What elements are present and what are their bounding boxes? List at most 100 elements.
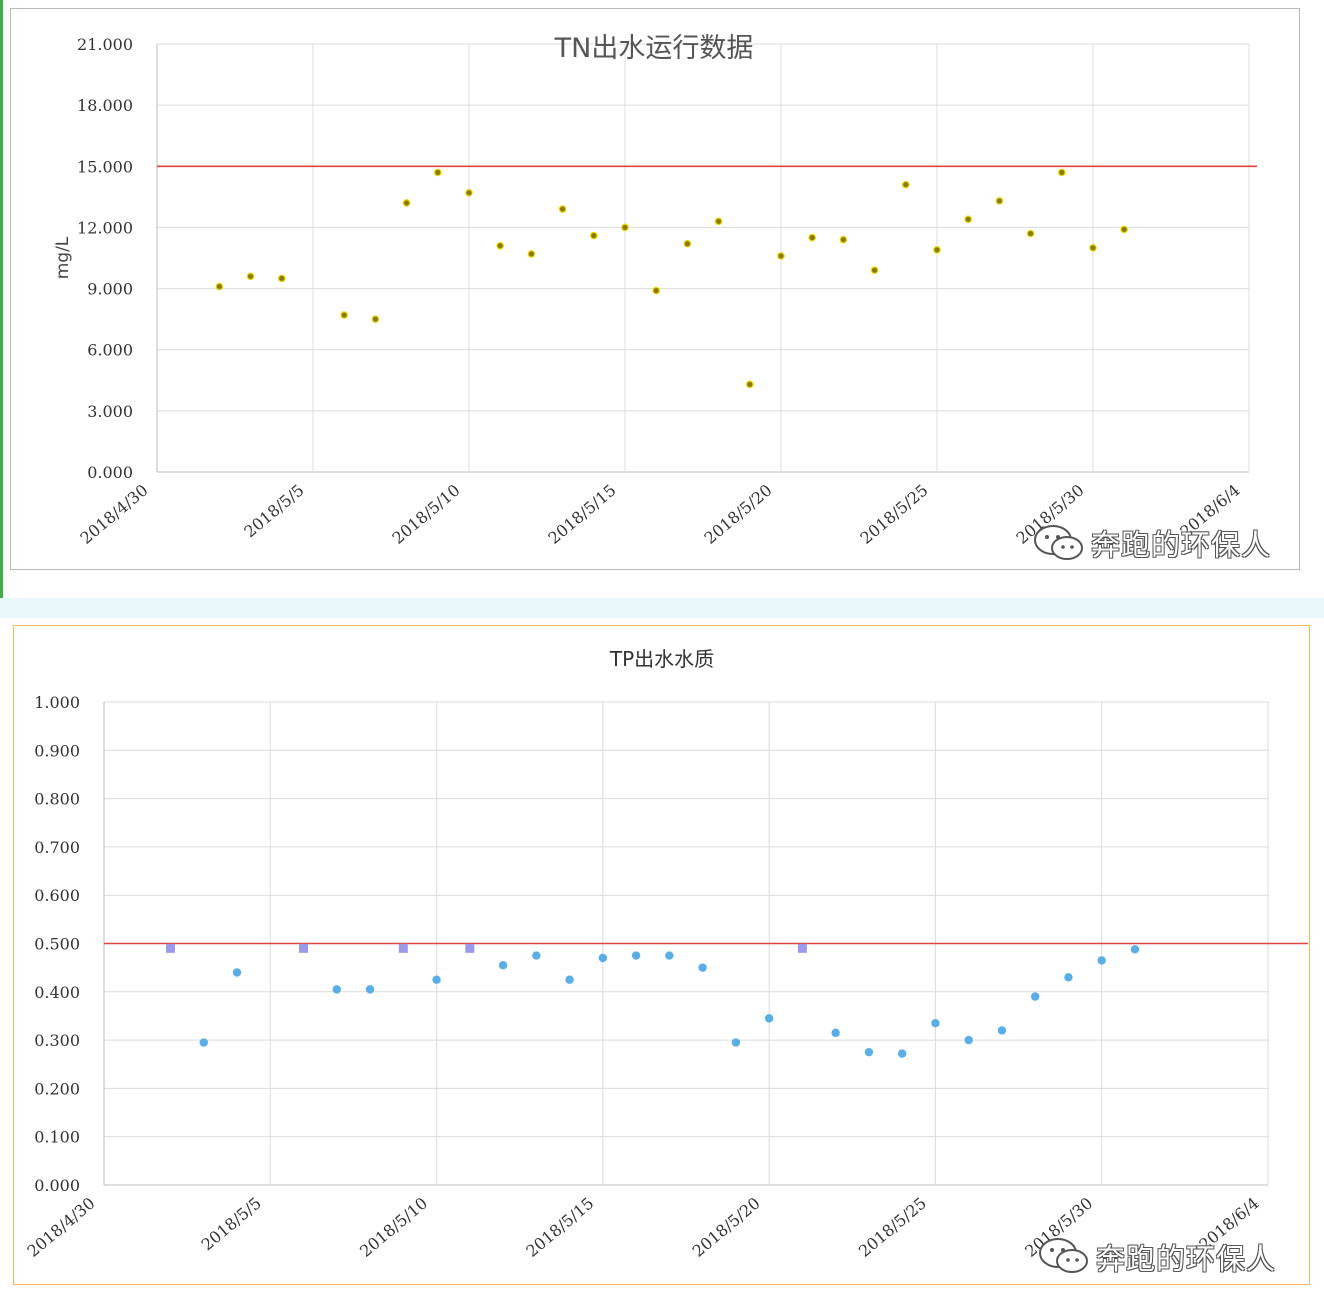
data-point (215, 282, 224, 291)
x-tick-label: 2018/5/5 (240, 481, 307, 542)
data-point (901, 180, 910, 189)
y-tick-label: 0.500 (34, 935, 80, 954)
x-tick-label: 2018/4/30 (77, 481, 152, 548)
chart-separator (0, 598, 1324, 618)
y-tick-label: 18.000 (77, 96, 133, 115)
data-point (997, 1026, 1007, 1035)
data-point (598, 953, 608, 963)
data-point (777, 252, 785, 260)
y-tick-label: 0.400 (34, 983, 80, 1002)
data-point (340, 311, 349, 319)
y-tick-label: 0.600 (34, 886, 80, 905)
y-tick-label: 15.000 (77, 157, 133, 176)
data-point (432, 975, 441, 984)
y-tick-label: 0.800 (34, 790, 80, 809)
x-tick-label: 2018/5/15 (522, 1194, 597, 1261)
y-tick-label: 0.900 (34, 741, 80, 760)
chart-title: TN出水运行数据 (554, 33, 754, 64)
x-tick-label: 2018/4/30 (24, 1194, 99, 1261)
y-tick-label: 12.000 (77, 218, 133, 237)
data-point (831, 1028, 840, 1038)
data-point (1031, 992, 1040, 1001)
data-point (246, 272, 255, 281)
data-point (371, 315, 380, 323)
data-point (683, 239, 692, 248)
data-point (332, 985, 341, 994)
data-point (931, 1018, 940, 1028)
data-point (199, 1038, 208, 1047)
data-point (1058, 168, 1066, 177)
tn-chart-svg: 21.000 18.000 15.000 12.000 9.000 6.000 3.000 0… (53, 33, 1257, 548)
data-point (1089, 244, 1097, 252)
data-point (589, 231, 598, 240)
data-point (797, 943, 807, 953)
y-tick-label: 6.000 (87, 341, 133, 360)
data-point (433, 168, 442, 177)
data-point (277, 274, 286, 283)
y-tick-label: 0.200 (34, 1079, 80, 1098)
tp-chart-panel: 1.000 0.900 0.800 0.700 0.600 0.500 0.400 0.300… (13, 625, 1310, 1285)
x-tick-label: 2018/5/25 (855, 1194, 930, 1261)
data-point (465, 943, 475, 953)
chart-title: TP出水水质 (609, 647, 714, 671)
y-tick-label: 21.000 (77, 35, 133, 54)
data-point (565, 975, 574, 984)
data-point (652, 286, 661, 295)
data-point (964, 1035, 973, 1045)
data-point (933, 246, 941, 254)
data-point (621, 223, 629, 232)
x-tick-label: 2018/5/20 (701, 481, 776, 548)
data-point (665, 951, 674, 960)
data-point (864, 1047, 874, 1057)
x-tick-label: 2018/5/5 (198, 1194, 265, 1255)
data-point (995, 197, 1004, 205)
data-point (398, 943, 408, 953)
data-point (839, 235, 848, 244)
tn-chart-panel: 21.000 18.000 15.000 12.000 9.000 6.000 3.000 0… (10, 8, 1300, 570)
y-tick-label: 1.000 (34, 693, 80, 712)
watermark-text: 奔跑的环保人 (1091, 528, 1272, 562)
x-tick-label: 2018/5/10 (356, 1194, 431, 1261)
tp-chart-svg: 1.000 0.900 0.800 0.700 0.600 0.500 0.400 0.300… (24, 647, 1308, 1261)
data-point (527, 250, 536, 258)
data-point (897, 1049, 907, 1058)
data-point (1097, 956, 1106, 965)
x-tick-label: 2018/5/25 (857, 481, 932, 548)
data-point (764, 1014, 774, 1023)
y-tick-label: 9.000 (87, 280, 133, 299)
data-point (496, 241, 505, 250)
y-tick-label: 3.000 (87, 402, 133, 421)
data-point (745, 380, 754, 389)
data-point (232, 968, 242, 977)
x-tick-label: 2018/5/10 (389, 481, 464, 548)
y-tick-label: 0.000 (87, 463, 133, 482)
data-point (1130, 945, 1140, 954)
data-point (558, 205, 567, 213)
y-tick-label: 0.300 (34, 1031, 80, 1050)
data-point (808, 233, 817, 242)
data-point (1064, 973, 1073, 982)
data-point (1120, 225, 1129, 234)
data-point (166, 943, 176, 953)
data-point (498, 961, 508, 970)
y-tick-label: 0.000 (34, 1176, 80, 1195)
data-point (698, 963, 707, 972)
left-green-edge (0, 0, 3, 618)
data-point (631, 951, 641, 960)
data-point (964, 215, 973, 224)
x-tick-label: 2018/5/20 (689, 1194, 764, 1261)
data-point (731, 1038, 741, 1047)
data-point (365, 985, 375, 994)
data-point (532, 951, 541, 960)
data-point (465, 188, 473, 197)
data-point (402, 199, 411, 207)
x-tick-label: 2018/5/15 (545, 481, 620, 548)
data-point (870, 266, 879, 275)
watermark-text: 奔跑的环保人 (1096, 1242, 1277, 1276)
data-point (714, 217, 723, 226)
data-point (1026, 229, 1035, 238)
data-point (299, 943, 309, 953)
y-axis-label: mg/L (53, 236, 73, 279)
y-tick-label: 0.100 (34, 1128, 80, 1147)
y-tick-label: 0.700 (34, 838, 80, 857)
